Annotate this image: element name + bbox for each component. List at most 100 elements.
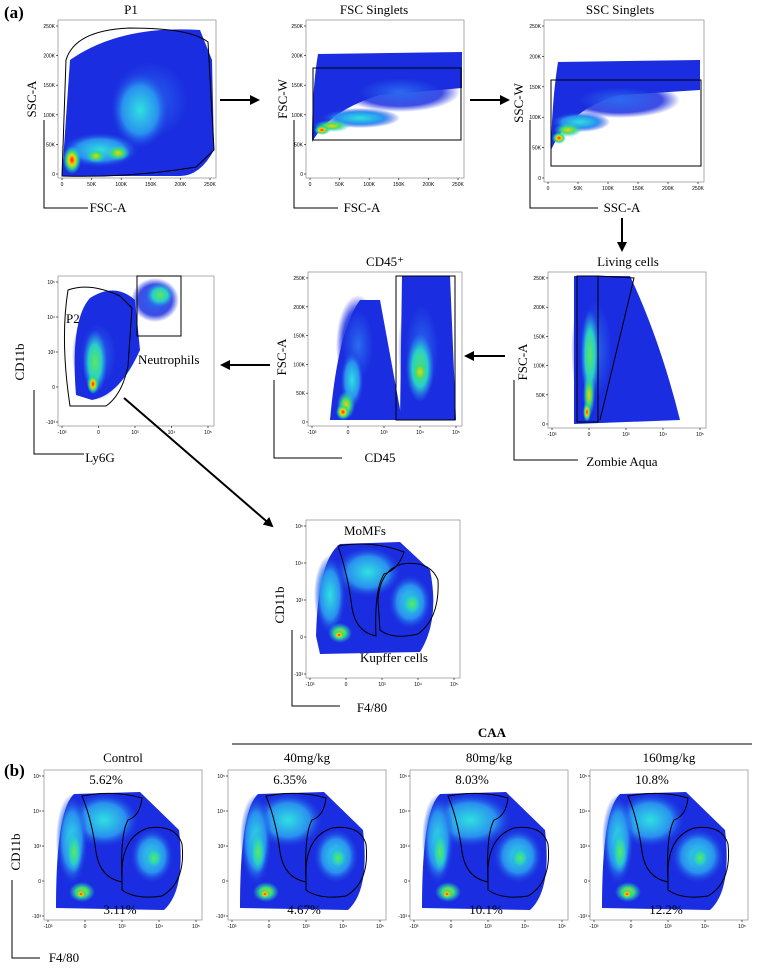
gate-kupffer: [305, 826, 368, 898]
plot-frame: [43, 769, 203, 921]
density-cloud: [312, 52, 462, 142]
axis-bracket: [43, 120, 88, 209]
gate-neutrophils: [136, 275, 182, 337]
momf-percentage: 5.62%: [89, 772, 123, 787]
x-tick-label: -10³: [410, 924, 419, 930]
gate-neutrophils-label: Neutrophils: [138, 352, 199, 367]
y-tick-label: 100K: [291, 113, 303, 119]
y-axis-label: CD11b: [272, 586, 287, 623]
density-cloud: [72, 278, 179, 400]
plot-title: Control: [103, 750, 143, 765]
x-tick-label: 0: [84, 924, 87, 930]
y-tick-label: 10⁵: [217, 774, 225, 780]
y-tick-label: 0: [538, 176, 541, 182]
x-tick-label: 10⁴: [155, 924, 163, 930]
gate-kupffer-label: Kupffer cells: [360, 650, 428, 665]
x-tick-label: 0: [630, 924, 633, 930]
x-tick-label: -10³: [228, 924, 237, 930]
x-axis-label: Zombie Aqua: [586, 454, 657, 469]
x-tick-label: 100K: [115, 182, 127, 188]
kupffer-percentage: 12.2%: [649, 902, 683, 917]
y-tick-label: 50K: [536, 393, 546, 399]
plot-p1: P1 0 50K 100K 150K 200K 250K 0 50K 100K 150K 200K 2…: [24, 2, 216, 215]
x-tick-label: 150K: [632, 186, 644, 192]
x-tick-label: -10³: [548, 432, 557, 438]
gate-momf: [337, 543, 405, 637]
x-tick-label: 10⁴: [659, 432, 667, 438]
y-tick-label: 50K: [46, 142, 56, 148]
axes: -10³ 0 10³ 10⁴ 10⁵ -10³ 0 10³ 10⁴ 10⁵: [216, 774, 384, 930]
y-tick-label: 50K: [532, 146, 542, 152]
x-tick-label: 50K: [574, 186, 584, 192]
momf-percentage: 6.35%: [273, 772, 307, 787]
x-axis-label: SSC-A: [604, 200, 641, 215]
y-tick-label: 0: [542, 422, 545, 428]
y-tick-label: 10⁵: [47, 280, 55, 286]
y-tick-label: 150K: [533, 334, 545, 340]
axes: 0 50K 100K 150K 200K 250K 0 50K 100K 150K 200K 250K: [291, 24, 464, 188]
y-tick-label: 10³: [296, 598, 304, 604]
plot-title: 80mg/kg: [466, 750, 513, 765]
y-tick-label: 10⁵: [399, 774, 407, 780]
y-tick-label: -10³: [398, 914, 407, 920]
kupffer-percentage: 10.1%: [469, 902, 503, 917]
x-tick-label: 10³: [302, 924, 310, 930]
gate-momf: [265, 792, 327, 883]
y-tick-label: 10⁵: [33, 774, 41, 780]
y-tick-label: 10⁴: [579, 809, 587, 815]
y-tick-label: 10³: [34, 844, 42, 850]
kupffer-percentage: 3.11%: [103, 902, 136, 917]
axes: -10³ 0 10³ 10⁴ 10⁵ -10³ 0 10³ 10⁴ 10⁵: [32, 774, 200, 930]
x-tick-label: 10³: [118, 924, 126, 930]
y-tick-label: 0: [300, 172, 303, 178]
y-tick-label: 0: [302, 420, 305, 426]
plot-frame: [305, 19, 465, 179]
y-axis-label: SSC-A: [24, 80, 39, 117]
x-axis-label: CD45: [364, 450, 395, 465]
gate-p2-label: P2: [66, 311, 80, 326]
panel-b: CAA Control 5.62% 3.11% -10³ 0 10³ 10⁴ 10⁵ -10³ 0…: [8, 725, 752, 965]
x-tick-label: 100K: [602, 186, 614, 192]
x-tick-label: 100K: [363, 182, 375, 188]
y-tick-label: 10⁴: [47, 315, 55, 321]
y-tick-label: 150K: [293, 334, 305, 340]
plot-frame: [57, 275, 215, 427]
plot-momf-kupffer: MoMFs Kupffer cells -10³ 0 10³ 10⁴ 10⁵ -10³ 0 1…: [272, 519, 461, 715]
plot-fsc-singlets: FSC Singlets 0 50K 100K 150K 200K 250K 0 50K 100…: [275, 2, 464, 215]
y-tick-label: 200K: [293, 305, 305, 311]
panel-b-plot: 40mg/kg 6.35% 4.67% -10³ 0 10³ 10⁴ 10⁵ -10³ 0 10³ 1…: [216, 750, 387, 930]
x-tick-label: 150K: [393, 182, 405, 188]
gate-momf: [81, 792, 143, 883]
x-tick-label: 10⁵: [558, 924, 566, 930]
density-cloud: [330, 276, 456, 420]
plot-title: 160mg/kg: [643, 750, 696, 765]
x-tick-label: 10⁵: [452, 430, 460, 436]
plot-frame: [409, 769, 569, 921]
x-tick-label: 0: [547, 186, 550, 192]
density-cloud: [56, 792, 181, 910]
gate-momf: [627, 792, 689, 883]
momf-percentage: 8.03%: [455, 772, 489, 787]
x-tick-label: 10³: [378, 682, 386, 688]
x-tick-label: 0: [97, 430, 100, 436]
axes: 0 50K 100K 150K 200K 250K 0 50K 100K 150K 200K 250K: [529, 24, 704, 192]
x-tick-label: 10⁵: [738, 924, 746, 930]
x-tick-label: -10³: [308, 430, 317, 436]
gate-momf: [447, 792, 509, 883]
y-tick-label: 10³: [218, 844, 226, 850]
plot-living-cells: Living cells -10³ 0 10³ 10⁴ 10⁵050K100K150K2…: [513, 254, 707, 469]
y-tick-label: 0: [52, 172, 55, 178]
panel-b-plot: Control 5.62% 3.11% -10³ 0 10³ 10⁴ 10⁵ -10³ 0 10³ 1…: [32, 750, 203, 930]
y-tick-label: 0: [38, 879, 41, 885]
y-tick-label: 100K: [533, 364, 545, 370]
y-tick-label: 250K: [533, 276, 545, 282]
y-tick-label: 10⁵: [579, 774, 587, 780]
x-tick-label: 10³: [484, 924, 492, 930]
y-tick-label: 10⁴: [33, 809, 41, 815]
x-tick-label: 10⁵: [204, 430, 212, 436]
x-tick-label: 0: [309, 182, 312, 188]
x-tick-label: 50K: [87, 182, 97, 188]
gate-kupffer: [377, 562, 439, 637]
y-tick-label: 10³: [48, 350, 56, 356]
